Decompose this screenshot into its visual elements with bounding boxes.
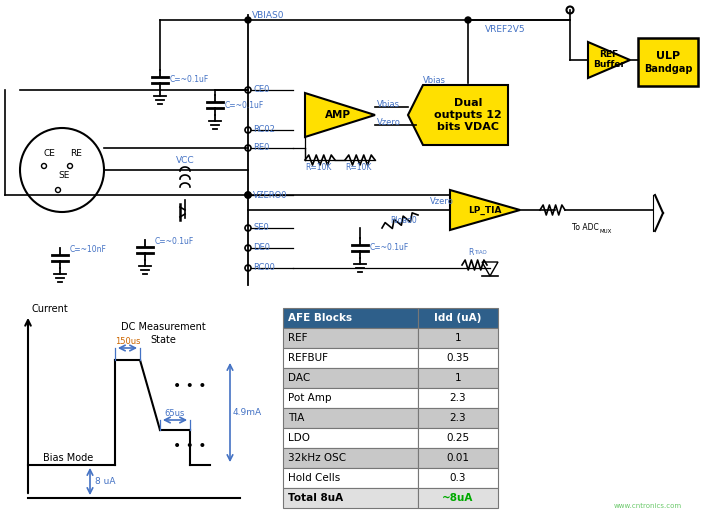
Text: MUX: MUX [600, 229, 612, 234]
Text: DAC: DAC [288, 373, 310, 383]
Text: REF: REF [288, 333, 307, 343]
Bar [418, 448, 498, 468]
Text: Dual: Dual [454, 98, 482, 108]
Bar [418, 488, 498, 508]
Polygon shape [305, 93, 375, 137]
Text: VREF2V5: VREF2V5 [485, 25, 526, 34]
Bar [283, 428, 418, 448]
Text: VBIAS0: VBIAS0 [252, 11, 285, 20]
Bar [418, 348, 498, 368]
Text: RC00: RC00 [253, 264, 275, 272]
Text: 150us: 150us [115, 337, 141, 346]
Text: 2.3: 2.3 [450, 413, 466, 423]
Text: R=10K: R=10K [345, 163, 371, 172]
Text: Pot Amp: Pot Amp [288, 393, 332, 403]
Text: C=~0.1uF: C=~0.1uF [170, 76, 209, 84]
Circle shape [245, 17, 251, 23]
Text: C=~0.1uF: C=~0.1uF [155, 237, 194, 246]
Bar [283, 408, 418, 428]
Text: 0.01: 0.01 [446, 453, 470, 463]
Text: Rload0: Rload0 [390, 216, 417, 225]
Text: Vzero: Vzero [430, 197, 454, 206]
Text: 1: 1 [455, 373, 461, 383]
Bar [283, 348, 418, 368]
Bar [283, 328, 418, 348]
Text: 2.3: 2.3 [450, 393, 466, 403]
Text: To ADC: To ADC [572, 223, 599, 232]
Text: Hold Cells: Hold Cells [288, 473, 340, 483]
Text: DE0: DE0 [253, 244, 270, 252]
Text: R: R [468, 248, 473, 257]
Text: Vbias: Vbias [423, 76, 446, 85]
Bar [418, 388, 498, 408]
Text: RE: RE [70, 149, 82, 158]
Text: C=~10nF: C=~10nF [70, 245, 107, 254]
Text: 0.25: 0.25 [446, 433, 470, 443]
Bar [283, 308, 418, 328]
Polygon shape [450, 190, 520, 230]
Text: LP_TIA: LP_TIA [468, 205, 502, 215]
Bar [283, 388, 418, 408]
Polygon shape [588, 42, 630, 78]
Text: RC02: RC02 [253, 126, 275, 134]
Circle shape [245, 192, 251, 198]
Bar [418, 468, 498, 488]
Text: RE0: RE0 [253, 144, 269, 152]
Text: VCC: VCC [176, 156, 194, 165]
Circle shape [465, 17, 471, 23]
Text: AFE Blocks: AFE Blocks [288, 313, 352, 323]
Bar [283, 448, 418, 468]
Text: LDO: LDO [288, 433, 310, 443]
Bar [418, 308, 498, 328]
Text: bits VDAC: bits VDAC [437, 122, 499, 132]
Text: • • •: • • • [173, 439, 207, 453]
Text: Idd (uA): Idd (uA) [434, 313, 482, 323]
Text: DC Measurement: DC Measurement [121, 322, 205, 332]
Text: SE: SE [58, 171, 70, 180]
Text: 0.3: 0.3 [450, 473, 466, 483]
Text: CE: CE [44, 149, 56, 158]
Text: REF: REF [600, 50, 619, 59]
Text: 65us: 65us [165, 409, 185, 418]
Text: Bandgap: Bandgap [644, 64, 692, 74]
Polygon shape [408, 85, 508, 145]
Bar [638, 38, 698, 86]
Text: Buffer: Buffer [593, 60, 625, 69]
Text: 32kHz OSC: 32kHz OSC [288, 453, 346, 463]
Text: 0.35: 0.35 [446, 353, 470, 363]
Bar [418, 428, 498, 448]
Text: TIA: TIA [288, 413, 304, 423]
Text: Current: Current [31, 304, 67, 314]
Text: 1: 1 [455, 333, 461, 343]
Text: www.cntronics.com: www.cntronics.com [614, 503, 682, 509]
Bar [418, 328, 498, 348]
Text: Total 8uA: Total 8uA [288, 493, 343, 503]
Text: CE0: CE0 [253, 85, 269, 94]
Text: 8 uA: 8 uA [95, 477, 115, 486]
Bar [283, 488, 418, 508]
Text: VZERO0: VZERO0 [253, 191, 288, 199]
Bar [283, 368, 418, 388]
Text: C=~0.1uF: C=~0.1uF [225, 100, 264, 110]
Bar [283, 468, 418, 488]
Text: REFBUF: REFBUF [288, 353, 328, 363]
Text: TIAO: TIAO [474, 250, 486, 255]
Text: State: State [150, 335, 176, 345]
Text: SE0: SE0 [253, 224, 269, 232]
Bar [418, 368, 498, 388]
Polygon shape [482, 262, 498, 276]
Text: Vbias: Vbias [377, 100, 400, 109]
Text: R=10K: R=10K [305, 163, 331, 172]
Text: • • •: • • • [173, 379, 207, 393]
Text: Vzero: Vzero [377, 118, 401, 127]
Text: AMP: AMP [325, 110, 351, 120]
Text: C=~0.1uF: C=~0.1uF [370, 244, 409, 252]
Bar [418, 408, 498, 428]
Text: outputs 12: outputs 12 [434, 110, 502, 120]
Text: ULP: ULP [656, 51, 680, 61]
Text: Bias Mode: Bias Mode [43, 453, 93, 463]
Text: ~8uA: ~8uA [442, 493, 474, 503]
Text: 4.9mA: 4.9mA [233, 408, 262, 417]
